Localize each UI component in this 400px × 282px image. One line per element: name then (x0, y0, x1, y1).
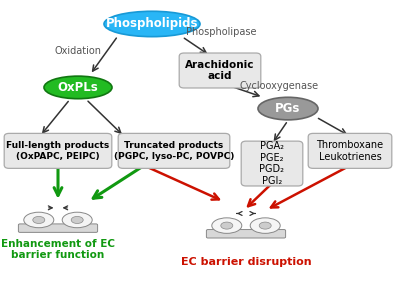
Ellipse shape (62, 212, 92, 228)
Text: Phospholipids: Phospholipids (106, 17, 198, 30)
Ellipse shape (71, 217, 83, 223)
Text: Thromboxane
Leukotrienes: Thromboxane Leukotrienes (316, 140, 384, 162)
Text: PGs: PGs (275, 102, 301, 115)
Ellipse shape (212, 218, 242, 233)
Ellipse shape (24, 212, 54, 228)
Ellipse shape (104, 11, 200, 37)
Ellipse shape (259, 222, 271, 229)
FancyBboxPatch shape (308, 133, 392, 168)
FancyBboxPatch shape (179, 53, 261, 88)
Text: PGA₂
PGE₂
PGD₂
PGI₂: PGA₂ PGE₂ PGD₂ PGI₂ (260, 141, 284, 186)
Text: OxPLs: OxPLs (58, 81, 98, 94)
Text: Full-length products
(OxPAPC, PEIPC): Full-length products (OxPAPC, PEIPC) (6, 141, 110, 160)
Ellipse shape (250, 218, 280, 233)
Text: Enhancement of EC
barrier function: Enhancement of EC barrier function (1, 239, 115, 260)
FancyBboxPatch shape (206, 230, 286, 238)
Text: Phospholipase: Phospholipase (186, 27, 256, 38)
FancyBboxPatch shape (241, 141, 303, 186)
Ellipse shape (221, 222, 233, 229)
Text: Oxidation: Oxidation (54, 46, 102, 56)
Ellipse shape (33, 217, 45, 223)
FancyBboxPatch shape (118, 133, 230, 168)
Text: Cyclooxygenase: Cyclooxygenase (240, 81, 319, 91)
Ellipse shape (258, 97, 318, 120)
Text: Arachidonic
acid: Arachidonic acid (185, 60, 255, 81)
Text: EC barrier disruption: EC barrier disruption (181, 257, 311, 267)
Ellipse shape (44, 76, 112, 99)
Text: Truncated products
(PGPC, lyso-PC, POVPC): Truncated products (PGPC, lyso-PC, POVPC… (114, 141, 234, 160)
FancyBboxPatch shape (18, 224, 98, 232)
FancyBboxPatch shape (4, 133, 112, 168)
